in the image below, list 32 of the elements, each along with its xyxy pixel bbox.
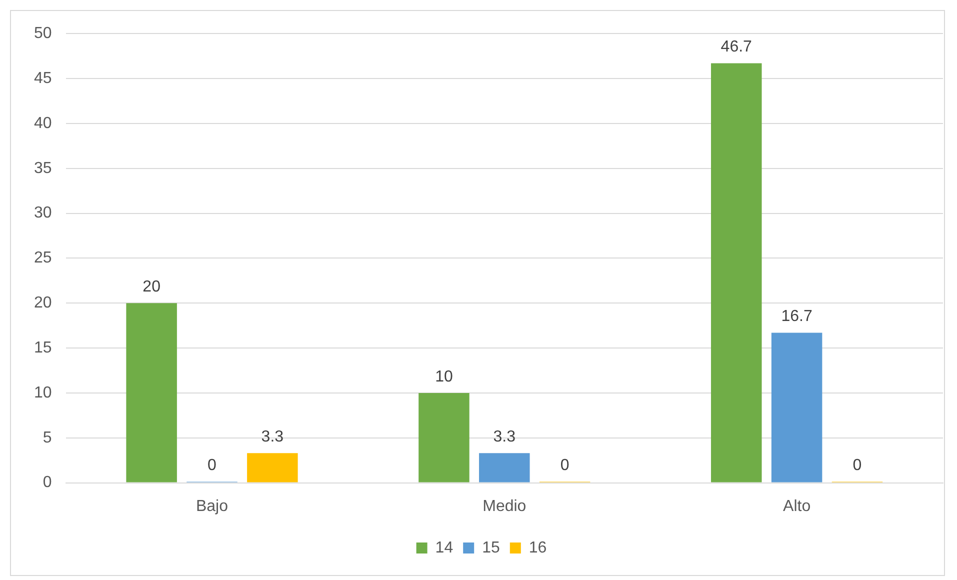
bar (771, 332, 822, 482)
data-label: 16.7 (781, 308, 812, 326)
bar (247, 453, 298, 482)
data-label: 0 (560, 457, 570, 474)
data-label: 3.3 (493, 428, 516, 446)
y-tick-label: 20 (34, 294, 52, 312)
bar (126, 303, 177, 482)
data-label: 0 (208, 457, 217, 474)
y-tick-label: 5 (42, 429, 52, 446)
data-label: 0 (852, 457, 862, 474)
x-tick-label: Bajo (196, 498, 228, 515)
bar (479, 453, 530, 482)
y-tick-label: 15 (34, 339, 52, 356)
y-tick-label: 50 (34, 25, 52, 42)
y-tick-label: 30 (34, 204, 52, 222)
data-label: 46.7 (720, 38, 752, 56)
y-tick-label: 35 (34, 160, 52, 177)
y-tick-label: 40 (34, 114, 52, 132)
data-label: 10 (435, 368, 453, 386)
y-tick-label: 45 (34, 70, 52, 87)
y-tick-label: 25 (34, 250, 52, 267)
data-label: 3.3 (261, 428, 284, 446)
legend-label: 14 (435, 539, 454, 556)
x-tick-label: Medio (482, 498, 526, 515)
legend-label: 16 (528, 539, 547, 556)
bar (710, 63, 762, 482)
x-tick-label: Alto (783, 498, 811, 515)
y-tick-label: 0 (42, 474, 52, 492)
legend-label: 15 (482, 539, 500, 556)
y-tick-label: 10 (34, 384, 52, 402)
bar (418, 392, 470, 482)
data-label: 20 (142, 278, 161, 296)
